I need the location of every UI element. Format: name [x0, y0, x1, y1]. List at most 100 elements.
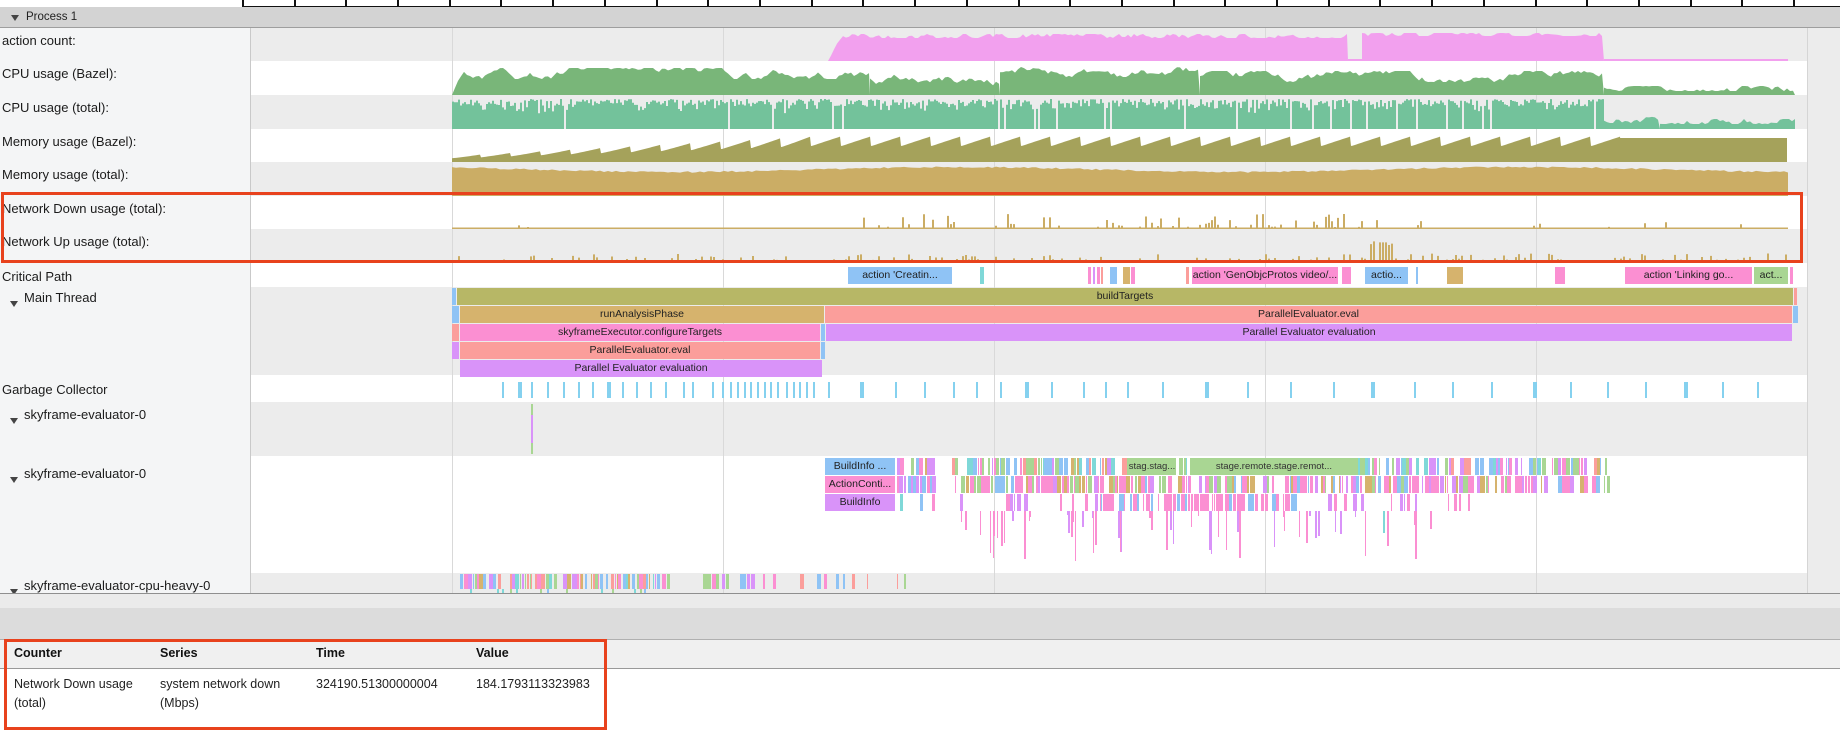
gc-tick[interactable]	[1290, 382, 1292, 398]
dense-span[interactable]	[1290, 494, 1294, 511]
gc-tick[interactable]	[1645, 382, 1647, 398]
dense-span[interactable]	[1193, 494, 1196, 511]
dense-span[interactable]	[1045, 476, 1049, 493]
dense-span[interactable]	[1085, 476, 1088, 493]
dense-span[interactable]	[1206, 494, 1209, 511]
dense-span[interactable]	[1014, 476, 1018, 493]
dense-span[interactable]	[1075, 476, 1079, 493]
dense-span[interactable]	[1521, 476, 1525, 493]
dense-span[interactable]	[1451, 476, 1457, 493]
dense-span[interactable]	[530, 574, 533, 589]
dense-span[interactable]	[1189, 476, 1191, 493]
dense-span[interactable]	[1069, 476, 1074, 493]
dense-span[interactable]	[614, 574, 617, 589]
timeline-span-sliver[interactable]	[452, 342, 459, 359]
dense-span[interactable]	[1577, 458, 1579, 475]
dense-span[interactable]	[842, 574, 845, 589]
stage-span[interactable]: stag.stag...	[1128, 458, 1176, 475]
timeline-canvas[interactable]: action 'Creatin... action 'GenObjcProtos …	[251, 28, 1807, 594]
dense-span[interactable]	[976, 476, 982, 493]
expander-arrow-icon[interactable]	[10, 589, 18, 595]
dense-span[interactable]	[474, 574, 477, 589]
timeline-span-sliver[interactable]	[1342, 267, 1351, 284]
dense-span[interactable]	[1182, 476, 1186, 493]
dense-span[interactable]	[580, 574, 584, 589]
dense-span[interactable]	[1566, 458, 1571, 475]
table-header-cell[interactable]: Time	[316, 646, 345, 660]
dense-span[interactable]	[1388, 476, 1391, 493]
dense-span[interactable]	[897, 476, 899, 493]
gc-tick[interactable]	[636, 382, 638, 398]
dense-span[interactable]	[1252, 494, 1255, 511]
chart-memory-usage-bazel[interactable]	[251, 129, 1807, 162]
dense-span[interactable]	[1591, 476, 1596, 493]
dense-span[interactable]	[632, 574, 636, 589]
dense-span[interactable]	[1468, 458, 1472, 475]
dense-span[interactable]	[911, 458, 915, 475]
table-header-cell[interactable]: Counter	[14, 646, 62, 660]
dense-span[interactable]	[1033, 458, 1038, 475]
timeline-span[interactable]: action 'Creatin...	[848, 267, 952, 284]
dense-span[interactable]	[1579, 458, 1581, 475]
dense-span[interactable]	[1161, 476, 1166, 493]
dense-span[interactable]	[562, 574, 568, 589]
dense-span[interactable]	[471, 574, 473, 589]
dense-span[interactable]	[1360, 458, 1365, 475]
dense-span[interactable]	[1289, 476, 1291, 493]
timeline-span-sliver[interactable]	[1790, 267, 1793, 284]
dense-span[interactable]	[1038, 476, 1040, 493]
dense-span[interactable]	[1125, 476, 1131, 493]
dense-span[interactable]	[1309, 476, 1313, 493]
gc-tick[interactable]	[1570, 382, 1572, 398]
dense-span[interactable]	[1224, 476, 1228, 493]
dense-span[interactable]	[636, 574, 639, 589]
dense-span[interactable]	[1448, 458, 1452, 475]
dense-span[interactable]	[611, 574, 615, 589]
dense-span[interactable]	[1479, 458, 1484, 475]
dense-span[interactable]	[1570, 458, 1573, 475]
dense-span[interactable]	[998, 476, 1001, 493]
timeline-span-sliver[interactable]	[1186, 267, 1189, 284]
chart-cpu-usage-total[interactable]	[251, 95, 1807, 129]
timeline-span[interactable]: act...	[1754, 267, 1788, 284]
dense-span[interactable]	[1514, 458, 1519, 475]
dense-span[interactable]	[1506, 458, 1508, 475]
gc-tick[interactable]	[1105, 382, 1107, 398]
dense-span[interactable]	[1199, 494, 1203, 511]
dense-span[interactable]	[1414, 476, 1419, 493]
gc-tick[interactable]	[786, 382, 788, 398]
dense-span[interactable]	[1109, 476, 1113, 493]
dense-span[interactable]	[1524, 476, 1528, 493]
dense-span[interactable]	[740, 574, 744, 589]
expander-arrow-icon[interactable]	[10, 477, 18, 483]
dense-span[interactable]	[591, 574, 593, 589]
dense-span[interactable]	[1183, 458, 1186, 475]
dense-span[interactable]	[999, 458, 1001, 475]
dense-span[interactable]	[1233, 476, 1236, 493]
dense-span[interactable]	[986, 476, 991, 493]
dense-span[interactable]	[1129, 494, 1133, 511]
dense-span[interactable]	[654, 574, 657, 589]
process-header[interactable]: Process 1	[0, 7, 1840, 28]
dense-span[interactable]	[1368, 458, 1370, 475]
dense-span[interactable]	[1026, 458, 1031, 475]
dense-span[interactable]	[1424, 476, 1429, 493]
dense-span[interactable]	[1399, 494, 1404, 511]
dense-span[interactable]	[1444, 476, 1447, 493]
dense-span[interactable]	[1320, 476, 1323, 493]
dense-span[interactable]	[1037, 458, 1041, 475]
dense-span[interactable]	[1400, 458, 1402, 475]
dense-span[interactable]	[1228, 494, 1233, 511]
timeline-span-sliver[interactable]	[1110, 267, 1117, 284]
dense-span[interactable]	[1036, 476, 1039, 493]
chart-network-up-usage-total[interactable]	[251, 229, 1807, 263]
dense-span[interactable]	[974, 476, 977, 493]
dense-span[interactable]	[1107, 458, 1112, 475]
chart-network-down-usage-total[interactable]	[251, 196, 1807, 229]
dense-span[interactable]	[1484, 476, 1486, 493]
dense-span[interactable]	[1411, 476, 1415, 493]
dense-span[interactable]	[598, 574, 600, 589]
dense-span[interactable]	[1070, 458, 1074, 475]
gc-tick[interactable]	[607, 382, 611, 398]
dense-span[interactable]	[1248, 494, 1252, 511]
